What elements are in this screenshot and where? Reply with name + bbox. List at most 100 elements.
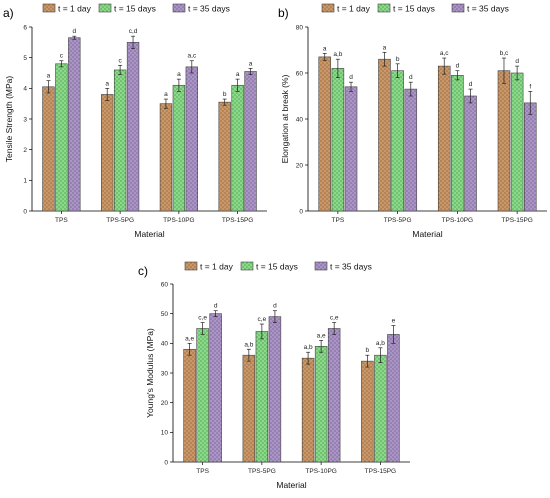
significance-label: a bbox=[47, 73, 51, 80]
bar bbox=[314, 345, 328, 463]
x-tick-label: TPS bbox=[196, 468, 209, 475]
y-tick-label: 0 bbox=[299, 208, 303, 215]
bar bbox=[327, 328, 341, 463]
x-tick-label: TPS-10PG bbox=[305, 468, 336, 475]
significance-label: a bbox=[249, 60, 253, 67]
y-tick-label: 40 bbox=[161, 341, 169, 348]
significance-label: d bbox=[214, 303, 218, 310]
significance-label: a bbox=[177, 71, 181, 78]
chart-panel-1: a) t = 1 day t = 15 days t = 35 days 0 1 2 3 4 5 6… bbox=[3, 3, 267, 239]
bar bbox=[523, 102, 537, 212]
y-tick-label: 40 bbox=[296, 116, 304, 123]
bar bbox=[451, 75, 464, 212]
panel-label: a) bbox=[3, 6, 14, 20]
significance-label: d bbox=[469, 81, 473, 88]
legend-label: t = 35 days bbox=[330, 262, 372, 272]
significance-label: d bbox=[72, 28, 76, 35]
bar bbox=[159, 103, 173, 212]
bar bbox=[331, 68, 345, 212]
x-axis-label: Material bbox=[134, 229, 164, 239]
bar bbox=[242, 354, 256, 463]
legend-label: t = 1 day bbox=[337, 4, 371, 14]
x-tick-label: TPS-15PG bbox=[365, 468, 396, 475]
significance-label: a bbox=[323, 45, 327, 52]
bar bbox=[55, 63, 68, 212]
significance-label: b bbox=[366, 347, 370, 354]
legend-swatch bbox=[184, 261, 198, 271]
significance-label: a bbox=[164, 91, 168, 98]
y-tick-label: 6 bbox=[23, 24, 27, 31]
bar bbox=[113, 69, 127, 212]
significance-label: a,b bbox=[304, 344, 313, 351]
bar bbox=[404, 88, 418, 212]
y-tick-label: 1 bbox=[23, 178, 27, 185]
bar bbox=[244, 71, 257, 212]
bar bbox=[68, 37, 81, 212]
y-tick-label: 5 bbox=[23, 55, 27, 62]
y-axis-label: Young's Modulus (MPa) bbox=[145, 328, 155, 418]
significance-label: a,c bbox=[440, 50, 449, 57]
bar bbox=[378, 58, 391, 212]
panel-label: c) bbox=[138, 264, 148, 278]
significance-label: a,b bbox=[376, 340, 385, 347]
chart-panel-3: c) t = 1 day t = 15 days t = 35 days 0 10 20 30… bbox=[138, 261, 410, 490]
significance-label: c,e bbox=[330, 315, 339, 322]
bar bbox=[196, 328, 209, 463]
legend-label: t = 1 day bbox=[200, 262, 234, 272]
bar bbox=[318, 56, 332, 212]
bar bbox=[437, 65, 451, 212]
x-tick-label: TPS-5PG bbox=[248, 468, 276, 475]
bar bbox=[231, 84, 244, 212]
significance-label: c bbox=[119, 57, 123, 64]
bar bbox=[126, 42, 140, 212]
significance-label: a bbox=[236, 71, 240, 78]
bar bbox=[172, 84, 186, 212]
panel-label: b) bbox=[278, 6, 289, 20]
significance-label: a,c bbox=[187, 53, 196, 60]
y-tick-label: 3 bbox=[23, 116, 27, 123]
significance-label: d bbox=[515, 58, 519, 65]
legend-swatch bbox=[172, 3, 186, 13]
y-tick-label: 30 bbox=[161, 370, 169, 377]
significance-label: c,e bbox=[258, 316, 267, 323]
y-tick-label: 2 bbox=[23, 147, 27, 154]
legend-swatch bbox=[321, 3, 335, 13]
significance-label: a bbox=[383, 44, 387, 51]
x-tick-label: TPS-10PG bbox=[163, 217, 194, 224]
x-tick-label: TPS-5PG bbox=[106, 217, 134, 224]
significance-label: d bbox=[456, 63, 460, 70]
x-tick-label: TPS-10PG bbox=[442, 217, 473, 224]
x-tick-label: TPS-15PG bbox=[501, 217, 532, 224]
significance-label: d bbox=[349, 74, 353, 81]
significance-label: b bbox=[396, 56, 400, 63]
bar bbox=[301, 357, 315, 463]
bar bbox=[497, 70, 511, 212]
legend-swatch bbox=[42, 3, 56, 13]
bar bbox=[361, 360, 374, 463]
legend-label: t = 35 days bbox=[467, 4, 509, 14]
bar bbox=[344, 86, 358, 212]
y-tick-label: 60 bbox=[296, 70, 304, 77]
legend-label: t = 15 days bbox=[393, 4, 435, 14]
legend-swatch bbox=[314, 261, 328, 271]
bar bbox=[268, 316, 282, 463]
x-tick-label: TPS-15PG bbox=[222, 217, 253, 224]
bar bbox=[185, 66, 198, 212]
legend-label: t = 15 days bbox=[256, 262, 298, 272]
significance-label: b bbox=[223, 91, 227, 98]
significance-label: e bbox=[392, 318, 396, 325]
bar bbox=[374, 354, 387, 463]
y-tick-label: 50 bbox=[161, 311, 169, 318]
y-tick-label: 20 bbox=[296, 162, 304, 169]
bar bbox=[183, 348, 196, 463]
legend-swatch bbox=[377, 3, 391, 13]
x-axis-label: Material bbox=[412, 229, 442, 239]
y-tick-label: 0 bbox=[23, 208, 27, 215]
bar bbox=[218, 101, 231, 212]
bar bbox=[101, 94, 114, 212]
significance-label: a bbox=[105, 80, 109, 87]
legend-label: t = 15 days bbox=[114, 4, 156, 14]
significance-label: c,e bbox=[198, 315, 207, 322]
significance-label: f bbox=[529, 83, 531, 90]
